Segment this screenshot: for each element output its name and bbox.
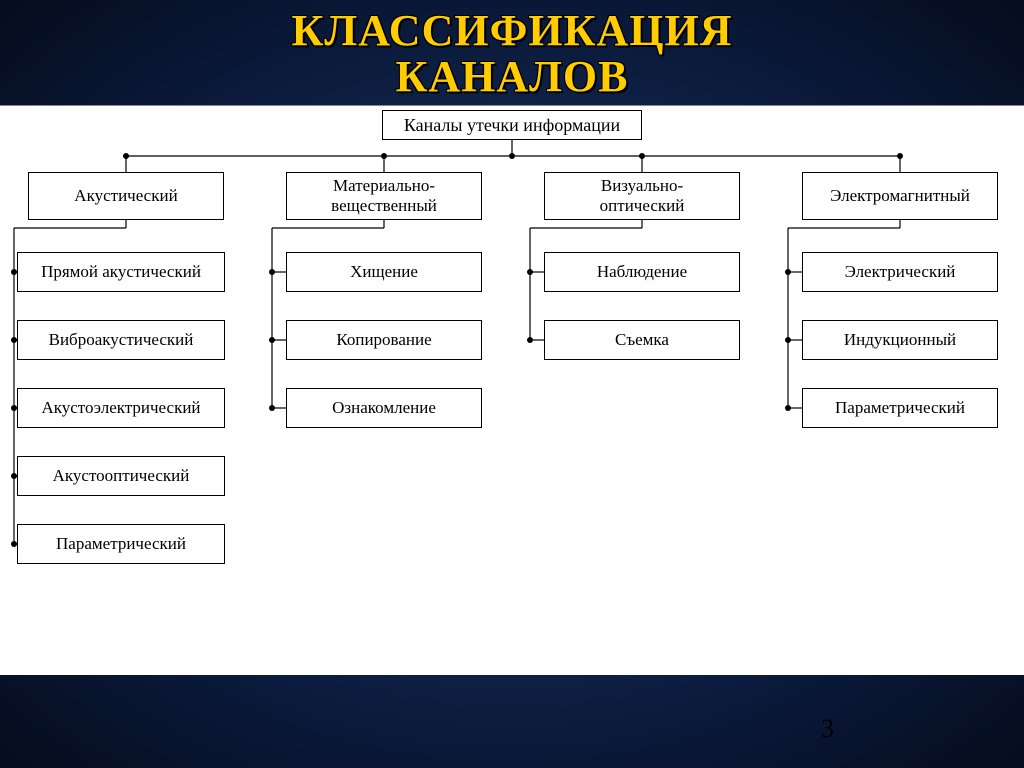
column-head: Электромагнитный — [802, 172, 998, 220]
child-node: Акустоэлектрический — [17, 388, 225, 428]
child-node: Съемка — [544, 320, 740, 360]
child-node: Индукционный — [802, 320, 998, 360]
column-head: Материально-вещественный — [286, 172, 482, 220]
child-node: Виброакустический — [17, 320, 225, 360]
slide-title-line2: КАНАЛОВ — [0, 54, 1024, 100]
child-node: Акустооптический — [17, 456, 225, 496]
child-node: Ознакомление — [286, 388, 482, 428]
child-node: Параметрический — [17, 524, 225, 564]
column-head: Визуально-оптический — [544, 172, 740, 220]
column-head: Акустический — [28, 172, 224, 220]
slide-title: КЛАССИФИКАЦИЯ КАНАЛОВ — [0, 0, 1024, 100]
diagram-panel: Каналы утечки информации Акустический Прям… — [0, 105, 1024, 675]
child-node: Хищение — [286, 252, 482, 292]
root-node: Каналы утечки информации — [382, 110, 642, 140]
slide-title-line1: КЛАССИФИКАЦИЯ — [0, 8, 1024, 54]
child-node: Параметрический — [802, 388, 998, 428]
child-node: Наблюдение — [544, 252, 740, 292]
child-node: Прямой акустический — [17, 252, 225, 292]
tree-diagram: Каналы утечки информации Акустический Прям… — [0, 106, 1024, 675]
child-node: Электрический — [802, 252, 998, 292]
child-node: Копирование — [286, 320, 482, 360]
page-number: 3 — [821, 714, 834, 744]
